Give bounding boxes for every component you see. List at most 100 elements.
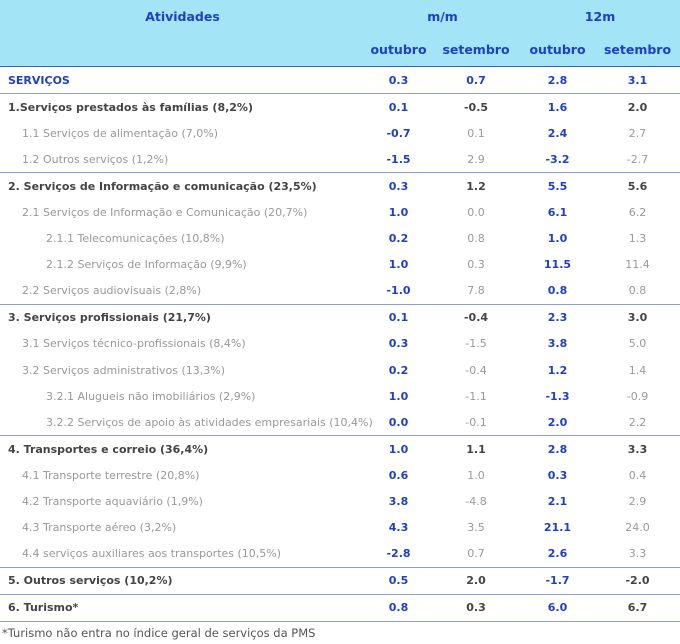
table-row: 4.1 Transporte terrestre (20,8%) 0.6 1.0 0.… (0, 462, 680, 488)
table-row: 2.1.1 Telecomunicações (10,8%) 0.2 0.8 1.0 1… (0, 226, 680, 252)
cell-value: 1.1 (432, 435, 520, 463)
cell-value: 2.8 (520, 435, 595, 463)
cell-value: 3.8 (388, 495, 409, 509)
cell-value: 5.5 (520, 172, 595, 200)
row-label: 1.2 Outros serviços (1,2%) (22, 152, 169, 166)
cell-value: 4.3 (388, 521, 409, 535)
cell-value: 3.3 (628, 547, 647, 561)
row-label: 1.Serviços prestados às famílias (8,2%) (0, 93, 365, 121)
cell-value: 0.3 (388, 73, 409, 87)
cell-value: -0.5 (432, 93, 520, 121)
cell-value: -0.9 (626, 389, 649, 403)
cell-value: 0.3 (467, 258, 485, 272)
table-row: 1.1 Serviços de alimentação (7,0%) -0.7 0.… (0, 120, 680, 146)
row-label: 5. Outros serviços (10,2%) (0, 566, 365, 595)
column-header: setembro (432, 33, 520, 67)
row-label: SERVIÇOS (8, 73, 70, 87)
cell-value: 3.3 (595, 435, 680, 463)
table-row: 6. Turismo* 0.8 0.3 6.0 6.7 (0, 593, 680, 622)
row-label: 3.2 Serviços administrativos (13,3%) (22, 363, 226, 377)
cell-value: 0.3 (388, 337, 409, 351)
cell-value: 0.4 (628, 468, 647, 482)
cell-value: 1.0 (467, 468, 485, 482)
cell-value: 0.1 (467, 126, 485, 140)
row-label: 4.1 Transporte terrestre (20,8%) (22, 468, 200, 482)
cell-value: 2.6 (547, 547, 568, 561)
cell-value: 0.8 (365, 593, 432, 622)
cell-value: 1.4 (628, 363, 647, 377)
cell-value: -1.5 (386, 152, 411, 166)
header-activity: Atividades (0, 0, 365, 33)
cell-value: 2.0 (432, 566, 520, 595)
cell-value: 2.0 (547, 415, 568, 429)
header-group: m/m (365, 0, 520, 33)
row-label: 4.4 serviços auxiliares aos transportes … (22, 547, 282, 561)
table-row: 2.2 Serviços audiovisuais (2,8%) -1.0 7.8 0… (0, 278, 680, 305)
table-row: 3.2 Serviços administrativos (13,3%) 0.2 -… (0, 357, 680, 383)
cell-value: 0.3 (432, 593, 520, 622)
cell-value: 6.7 (595, 593, 680, 622)
cell-value: 1.0 (547, 232, 568, 246)
table-row: 3. Serviços profissionais (21,7%) 0.1 -0.4… (0, 303, 680, 331)
table-row: 2. Serviços de Informação e comunicação … (0, 172, 680, 200)
header-group: 12m (520, 0, 680, 33)
cell-value: -0.7 (386, 126, 411, 140)
cell-value: 5.0 (628, 337, 647, 351)
cell-value: -1.3 (545, 389, 570, 403)
table-row: 3.2.1 Alugueis não imobiliários (2,9%) 1.… (0, 383, 680, 409)
row-label: 3.2.1 Alugueis não imobiliários (2,9%) (46, 389, 256, 403)
cell-value: 21.1 (543, 521, 572, 535)
row-label: 4. Transportes e correio (36,4%) (0, 435, 365, 463)
cell-value: 0.2 (388, 363, 409, 377)
cell-value: -4.8 (465, 495, 487, 509)
column-header: setembro (595, 33, 680, 67)
row-label: 2.1.1 Telecomunicações (10,8%) (46, 232, 225, 246)
cell-value: 1.6 (520, 93, 595, 121)
data-table: Atividades m/m 12m outubro setembro outubro s… (0, 0, 680, 622)
row-label: 3. Serviços profissionais (21,7%) (0, 303, 365, 331)
cell-value: -1.1 (465, 389, 487, 403)
cell-value: -0.4 (465, 363, 487, 377)
row-label: 3.1 Serviços técnico-profissionais (8,4%… (22, 337, 246, 351)
column-header: outubro (365, 33, 432, 67)
cell-value: 0.7 (466, 73, 486, 87)
cell-value: -2.0 (595, 566, 680, 595)
row-label: 2.1.2 Serviços de Informação (9,9%) (46, 258, 247, 272)
row-label: 6. Turismo* (0, 593, 365, 622)
table-row: 5. Outros serviços (10,2%) 0.5 2.0 -1.7 -2.0 (0, 566, 680, 595)
row-label: 2.1 Serviços de Informação e Comunicação… (22, 206, 308, 220)
cell-value: 3.5 (467, 521, 485, 535)
cell-value: 2.2 (628, 415, 647, 429)
cell-value: 0.3 (365, 172, 432, 200)
cell-value: 2.4 (547, 126, 568, 140)
cell-value: 2.9 (628, 495, 647, 509)
table-row: 2.1 Serviços de Informação e Comunicação… (0, 199, 680, 225)
row-label: 2. Serviços de Informação e comunicação … (0, 172, 365, 200)
table-row: 1.2 Outros serviços (1,2%) -1.5 2.9 -3.2 -2.… (0, 146, 680, 173)
cell-value: 24.0 (625, 521, 650, 535)
table-row: 1.Serviços prestados às famílias (8,2%) 0… (0, 93, 680, 121)
table-row: 4.4 serviços auxiliares aos transportes … (0, 541, 680, 568)
cell-value: 1.0 (388, 206, 409, 220)
cell-value: 11.4 (625, 258, 650, 272)
cell-value: 1.0 (388, 258, 409, 272)
cell-value: 0.7 (467, 547, 485, 561)
table-row: 3.2.2 Serviços de apoio às atividades em… (0, 409, 680, 436)
cell-value: 0.5 (365, 566, 432, 595)
cell-value: 1.0 (365, 435, 432, 463)
table-body: SERVIÇOS 0.3 0.7 2.8 3.1 1.Serviços prestados… (0, 67, 680, 622)
table-row: 3.1 Serviços técnico-profissionais (8,4%… (0, 331, 680, 357)
cell-value: 0.8 (628, 284, 647, 298)
table-row: 4.3 Transporte aéreo (3,2%) 4.3 3.5 21.1 24.… (0, 515, 680, 541)
cell-value: -3.2 (545, 152, 570, 166)
row-label: 4.2 Transporte aquaviário (1,9%) (22, 495, 203, 509)
cell-value: 0.6 (388, 468, 409, 482)
row-label: 2.2 Serviços audiovisuais (2,8%) (22, 284, 202, 298)
cell-value: 5.6 (595, 172, 680, 200)
cell-value: -2.8 (386, 547, 411, 561)
table-row: 2.1.2 Serviços de Informação (9,9%) 1.0 0.… (0, 252, 680, 278)
cell-value: 1.2 (547, 363, 568, 377)
cell-value: -1.7 (520, 566, 595, 595)
row-label: 1.1 Serviços de alimentação (7,0%) (22, 126, 218, 140)
